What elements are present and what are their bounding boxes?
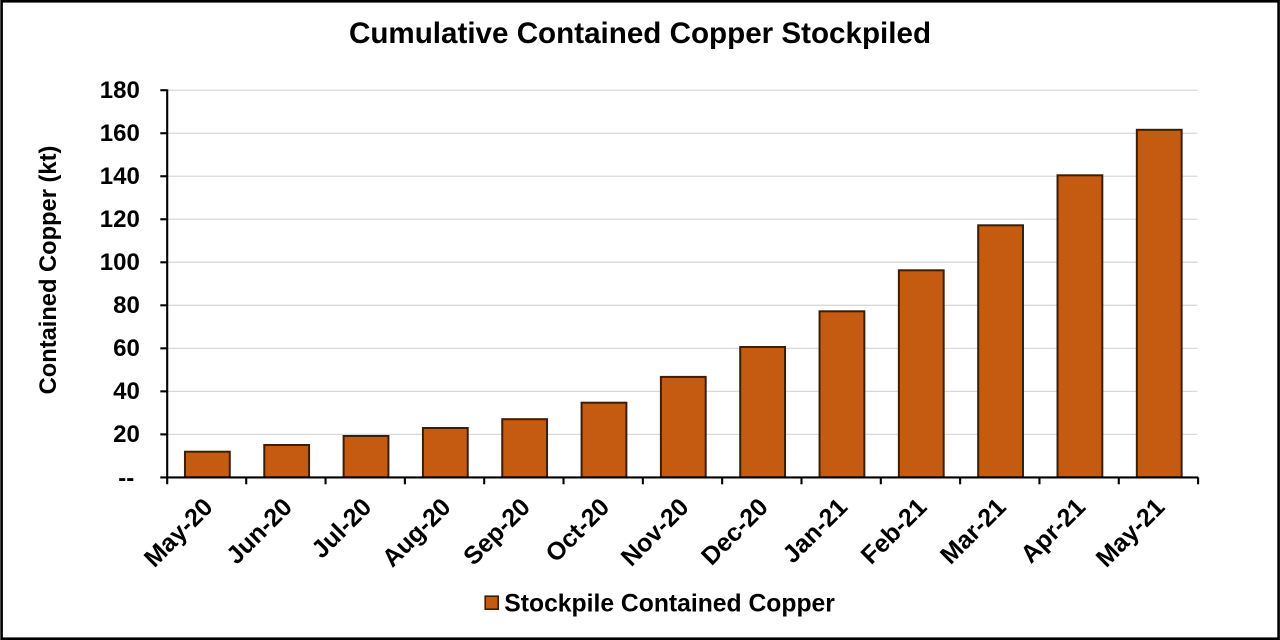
- svg-text:60: 60: [113, 335, 140, 362]
- svg-text:Stockpile Contained Copper: Stockpile Contained Copper: [504, 590, 835, 617]
- svg-text:40: 40: [113, 378, 140, 405]
- svg-text:Cumulative Contained Copper St: Cumulative Contained Copper Stockpiled: [349, 17, 931, 50]
- svg-text:--: --: [118, 465, 134, 492]
- svg-text:Contained Copper (kt): Contained Copper (kt): [36, 146, 62, 395]
- svg-text:180: 180: [100, 77, 140, 104]
- svg-text:160: 160: [100, 120, 140, 147]
- svg-text:80: 80: [113, 292, 140, 319]
- svg-text:120: 120: [100, 206, 140, 233]
- svg-text:20: 20: [113, 421, 140, 448]
- svg-text:140: 140: [100, 163, 140, 190]
- svg-text:100: 100: [100, 249, 140, 276]
